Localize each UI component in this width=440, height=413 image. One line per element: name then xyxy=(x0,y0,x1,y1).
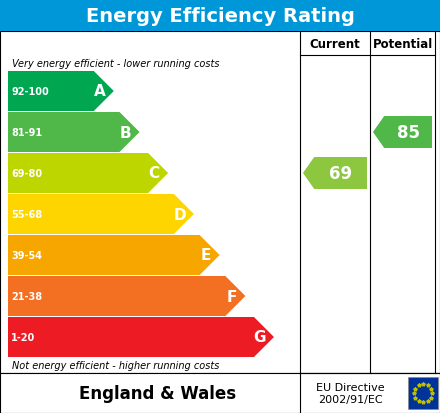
Polygon shape xyxy=(303,158,367,190)
Text: Very energy efficient - lower running costs: Very energy efficient - lower running co… xyxy=(12,59,220,69)
Text: Current: Current xyxy=(310,38,360,50)
Text: 55-68: 55-68 xyxy=(11,209,42,219)
Text: 1-20: 1-20 xyxy=(11,332,35,342)
Text: Energy Efficiency Rating: Energy Efficiency Rating xyxy=(85,7,355,26)
Bar xyxy=(0,373,440,413)
Text: G: G xyxy=(254,330,266,345)
Polygon shape xyxy=(373,117,432,149)
Polygon shape xyxy=(8,276,246,316)
Text: B: B xyxy=(120,125,132,140)
Bar xyxy=(408,377,438,409)
Polygon shape xyxy=(8,317,274,357)
Polygon shape xyxy=(8,154,168,194)
Text: F: F xyxy=(226,289,237,304)
Bar xyxy=(0,0,440,32)
Text: England & Wales: England & Wales xyxy=(80,384,237,402)
Polygon shape xyxy=(8,72,114,112)
Text: EU Directive: EU Directive xyxy=(315,382,384,392)
Text: 81-91: 81-91 xyxy=(11,128,42,138)
Text: E: E xyxy=(201,248,211,263)
Text: 85: 85 xyxy=(396,124,420,142)
Text: Potential: Potential xyxy=(372,38,433,50)
Text: 69-80: 69-80 xyxy=(11,169,42,178)
Text: 2002/91/EC: 2002/91/EC xyxy=(318,394,382,404)
Text: C: C xyxy=(149,166,160,181)
Text: A: A xyxy=(94,84,106,99)
Polygon shape xyxy=(8,195,194,235)
Text: 39-54: 39-54 xyxy=(11,250,42,260)
Text: 69: 69 xyxy=(329,165,352,183)
Polygon shape xyxy=(8,113,139,153)
Polygon shape xyxy=(8,235,220,275)
Bar xyxy=(0,32,440,373)
Text: 92-100: 92-100 xyxy=(11,87,49,97)
Text: D: D xyxy=(173,207,186,222)
Text: Not energy efficient - higher running costs: Not energy efficient - higher running co… xyxy=(12,360,220,370)
Text: 21-38: 21-38 xyxy=(11,291,42,301)
